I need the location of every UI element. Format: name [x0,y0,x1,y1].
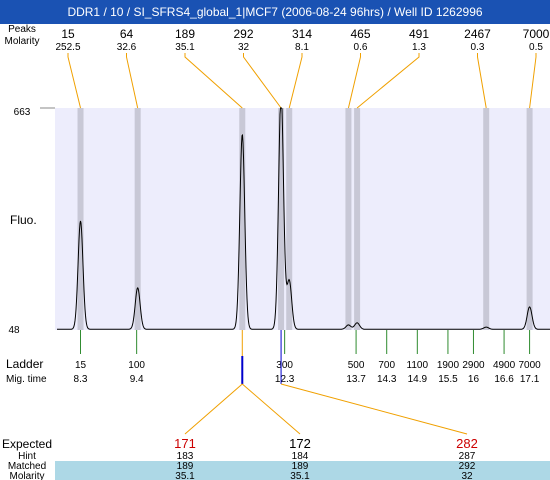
peak-band [354,108,361,330]
matched-value: 189 [177,461,194,472]
peak-connector [288,53,303,109]
matched-row-label: Matched [8,461,46,472]
peak-size-label: 15 [61,27,75,41]
molarity-row-label: Molarity [4,36,39,47]
expected-value: 171 [174,436,196,451]
ladder-mig-time-label: 8.3 [74,374,88,385]
peak-band [77,108,84,330]
peak-band [286,108,293,330]
expected-connector [241,383,301,435]
peak-molarity-label: 35.1 [175,42,195,53]
matched-value: 189 [292,461,309,472]
peak-band [278,108,285,330]
ladder-mig-time-label: 15.5 [438,374,458,385]
y-tick-max: 663 [14,107,31,118]
ladder-size-label: 4900 [493,360,516,371]
ladder-mig-time-label: 17.1 [520,374,540,385]
ladder-row-label: Ladder [6,357,43,371]
hint-value: 184 [292,451,309,462]
ladder-size-label: 700 [378,360,395,371]
peak-size-label: 2467 [464,27,491,41]
ladder-size-label: 2900 [462,360,485,371]
peak-molarity-label: 0.3 [471,42,485,53]
peaks-row-label: Peaks [8,24,36,35]
matched-molarity-value: 35.1 [175,471,195,480]
peak-connector [243,53,282,109]
fluo-axis-label: Fluo. [10,213,37,227]
hint-value: 287 [459,451,476,462]
expected-value: 172 [289,436,311,451]
ladder-mig-time-label: 16.6 [494,374,514,385]
peak-molarity-label: 0.5 [529,42,543,53]
matched-value: 292 [459,461,476,472]
peak-connector [529,53,537,109]
expected-connector [280,383,468,435]
peak-size-label: 189 [175,27,195,41]
ladder-size-label: 300 [276,360,293,371]
ladder-mig-time-label: 13.7 [346,374,366,385]
peak-band [526,108,533,330]
mig-time-row-label: Mig. time [6,374,47,385]
hint-row-label: Hint [18,451,36,462]
peak-molarity-label: 8.1 [295,42,309,53]
expected-connector [184,383,243,435]
ladder-mig-time-label: 9.4 [130,374,144,385]
peak-connector [477,53,487,109]
peak-molarity-label: 252.5 [55,42,80,53]
y-tick-min: 48 [8,325,20,336]
plot-area [55,108,550,330]
hint-value: 183 [177,451,194,462]
ladder-mig-time-label: 14.3 [377,374,397,385]
peak-connector [356,53,420,109]
expected-value: 282 [456,436,478,451]
peak-molarity-label: 32.6 [117,42,137,53]
ladder-size-label: 1900 [437,360,460,371]
ladder-mig-time-label: 12.3 [275,374,295,385]
matched-row-bg [55,461,550,480]
expected-row-label: Expected [2,437,52,451]
peak-size-label: 7000 [523,27,550,41]
matched-molarity-value: 32 [461,471,473,480]
peak-band [483,108,490,330]
peak-band [134,108,141,330]
peak-band [345,108,352,330]
window-title: DDR1 / 10 / SI_SFRS4_global_1|MCF7 (2006… [0,0,550,24]
peak-molarity-label: 0.6 [354,42,368,53]
peak-size-label: 64 [120,27,134,41]
peak-size-label: 491 [409,27,429,41]
peak-connector [347,53,361,109]
molarity-bottom-row-label: Molarity [9,471,44,480]
ladder-size-label: 500 [348,360,365,371]
peak-size-label: 465 [350,27,370,41]
peak-band [239,108,246,330]
peak-size-label: 292 [233,27,253,41]
matched-molarity-value: 35.1 [290,471,310,480]
peak-size-label: 314 [292,27,312,41]
peak-molarity-label: 32 [238,42,250,53]
fluorescence-trace [57,107,550,330]
peak-connector [126,53,139,109]
ladder-size-label: 100 [128,360,145,371]
ladder-mig-time-label: 14.9 [408,374,428,385]
ladder-mig-time-label: 16 [468,374,480,385]
peak-molarity-label: 1.3 [412,42,426,53]
ladder-size-label: 1100 [407,360,429,371]
peak-connector [184,53,243,109]
ladder-size-label: 7000 [518,360,541,371]
peak-connector [67,53,82,109]
ladder-size-label: 15 [75,360,87,371]
